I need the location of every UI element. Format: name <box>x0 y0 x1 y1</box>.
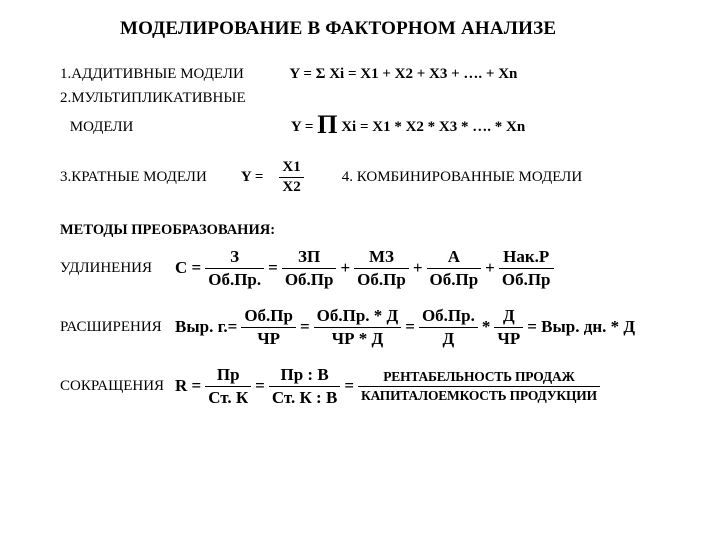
model-1: 1.АДДИТИВНЫЕ МОДЕЛИ Y = Σ Xi = X1 + X2 +… <box>60 64 690 84</box>
c-equals: С = <box>175 258 201 278</box>
m1-p1: + <box>340 258 350 278</box>
model-3-label: 3.КРАТНЫЕ МОДЕЛИ <box>60 169 207 186</box>
page-title: МОДЕЛИРОВАНИЕ В ФАКТОРНОМ АНАЛИЗЕ <box>120 18 690 40</box>
method1-label: УДЛИНЕНИЯ <box>60 260 175 277</box>
method-udlineniya: УДЛИНЕНИЯ С = З Об.Пр. = ЗП Об.Пр + МЗ О… <box>60 247 690 290</box>
m3-eq1: = <box>255 376 265 396</box>
model-2-lead: Y = <box>291 119 317 135</box>
model-3-Y: Y = <box>241 169 264 186</box>
model-2-label: МОДЕЛИ <box>70 119 134 135</box>
model-2: МОДЕЛИ Y = П Xi = X1 * X2 * X3 * …. * Xn <box>60 117 690 137</box>
model-1-formula: Y = Σ Xi = X1 + X2 + X3 + …. + Xn <box>289 66 517 82</box>
m1-f1: З Об.Пр. <box>205 247 264 290</box>
slide: МОДЕЛИРОВАНИЕ В ФАКТОРНОМ АНАЛИЗЕ 1.АДДИ… <box>0 0 720 540</box>
methods-header: МЕТОДЫ ПРЕОБРАЗОВАНИЯ: <box>60 222 690 239</box>
method-sokrashcheniya: СОКРАЩЕНИЯ R = Пр Ст. К = Пр : В Ст. К :… <box>60 365 690 408</box>
m1-f5: Нак.Р Об.Пр <box>499 247 554 290</box>
model-list: 1.АДДИТИВНЫЕ МОДЕЛИ Y = Σ Xi = X1 + X2 +… <box>60 64 690 196</box>
m1-eq: = <box>268 258 278 278</box>
method-rasshireniya: РАСШИРЕНИЯ Выр. г.= Об.Пр ЧР = Об.Пр. * … <box>60 306 690 349</box>
m1-f4: А Об.Пр <box>427 247 482 290</box>
method2-label: РАСШИРЕНИЯ <box>60 319 175 336</box>
model-4-label: 4. КОМБИНИРОВАННЫЕ МОДЕЛИ <box>342 169 582 186</box>
method3-expr: R = Пр Ст. К = Пр : В Ст. К : В = РЕНТАБ… <box>175 365 690 408</box>
m1-f3: МЗ Об.Пр <box>354 247 409 290</box>
m3-f1: Пр Ст. К <box>205 365 251 408</box>
m2-f2: Об.Пр. * Д ЧР * Д <box>314 306 402 349</box>
model-1-label: 1.АДДИТИВНЫЕ МОДЕЛИ <box>60 66 244 82</box>
m3-f2: Пр : В Ст. К : В <box>269 365 340 408</box>
frac-num: X1 <box>279 159 303 177</box>
m1-f2: ЗП Об.Пр <box>282 247 337 290</box>
method3-label: СОКРАЩЕНИЯ <box>60 378 175 395</box>
method2-expr: Выр. г.= Об.Пр ЧР = Об.Пр. * Д ЧР * Д = … <box>175 306 690 349</box>
m2-lead: Выр. г.= <box>175 317 237 337</box>
model-3-4-row: 3.КРАТНЫЕ МОДЕЛИ Y = X1 X2 4. КОМБИНИРОВ… <box>60 159 690 196</box>
model-3-fraction: X1 X2 <box>279 159 303 196</box>
m1-p3: + <box>485 258 495 278</box>
method1-expr: С = З Об.Пр. = ЗП Об.Пр + МЗ Об.Пр + А О… <box>175 247 690 290</box>
frac-den: X2 <box>279 177 303 196</box>
m1-p2: + <box>413 258 423 278</box>
m3-lead: R = <box>175 376 201 396</box>
m2-f3: Об.Пр. Д <box>419 306 478 349</box>
m3-f3: РЕНТАБЕЛЬНОСТЬ ПРОДАЖ КАПИТАЛОЕМКОСТЬ ПР… <box>358 369 600 404</box>
m2-star: * <box>482 317 491 337</box>
m2-eq1: = <box>300 317 310 337</box>
m2-f1: Об.Пр ЧР <box>241 306 296 349</box>
m3-eq2: = <box>344 376 354 396</box>
model-2-tail: Xi = X1 * X2 * X3 * …. * Xn <box>341 119 525 135</box>
m2-tail: = Выр. дн. * Д <box>527 317 635 337</box>
m2-f4: Д ЧР <box>494 306 523 349</box>
model-2-prefix: 2.МУЛЬТИПЛИКАТИВНЫЕ <box>60 88 690 108</box>
m2-eq2: = <box>405 317 415 337</box>
